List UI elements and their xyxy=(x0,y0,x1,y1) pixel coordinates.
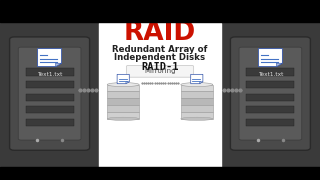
Text: RAID: RAID xyxy=(124,20,196,46)
Bar xyxy=(181,85,213,91)
Text: Independent Disks: Independent Disks xyxy=(115,53,205,62)
Bar xyxy=(26,81,74,88)
Bar xyxy=(26,94,74,101)
Text: Redundant Array of: Redundant Array of xyxy=(112,45,208,54)
Ellipse shape xyxy=(107,83,139,87)
Ellipse shape xyxy=(107,117,139,120)
Ellipse shape xyxy=(181,83,213,87)
Bar xyxy=(181,98,213,105)
Bar xyxy=(26,106,74,113)
Bar xyxy=(246,119,294,126)
FancyBboxPatch shape xyxy=(10,37,90,150)
Polygon shape xyxy=(117,74,129,84)
Bar xyxy=(26,119,74,126)
Polygon shape xyxy=(259,49,282,67)
Polygon shape xyxy=(199,82,203,84)
Polygon shape xyxy=(276,63,282,67)
Text: RAID-1: RAID-1 xyxy=(141,62,179,72)
Bar xyxy=(107,85,139,91)
Bar xyxy=(0,0,320,22)
Bar xyxy=(181,105,213,112)
FancyBboxPatch shape xyxy=(239,47,302,140)
Bar xyxy=(107,105,139,112)
FancyBboxPatch shape xyxy=(126,66,194,77)
Bar xyxy=(107,98,139,105)
Polygon shape xyxy=(56,63,61,67)
Bar xyxy=(246,81,294,88)
Bar xyxy=(99,23,221,171)
Bar xyxy=(107,112,139,119)
FancyBboxPatch shape xyxy=(230,37,310,150)
Text: Mirroring: Mirroring xyxy=(144,68,176,74)
Bar xyxy=(246,68,294,76)
Bar xyxy=(181,91,213,98)
Bar xyxy=(26,68,74,76)
Polygon shape xyxy=(191,74,203,84)
Text: Text1.txt: Text1.txt xyxy=(37,72,62,77)
Bar xyxy=(0,167,320,180)
Bar xyxy=(181,112,213,119)
FancyBboxPatch shape xyxy=(18,47,81,140)
Text: Text1.txt: Text1.txt xyxy=(258,72,283,77)
Polygon shape xyxy=(126,82,129,84)
Bar xyxy=(107,91,139,98)
Polygon shape xyxy=(38,49,61,67)
Ellipse shape xyxy=(181,117,213,120)
Bar xyxy=(246,106,294,113)
Bar xyxy=(246,94,294,101)
